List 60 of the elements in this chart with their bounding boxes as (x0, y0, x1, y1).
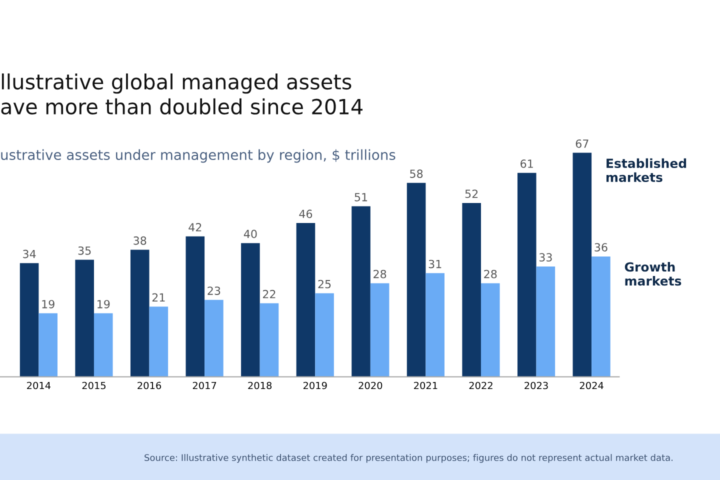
bar (94, 313, 113, 377)
data-label: 21 (152, 293, 165, 302)
bar (370, 283, 390, 377)
bar (149, 306, 168, 377)
data-label: 40 (244, 230, 257, 238)
x-tick-label: 2016 (138, 382, 162, 390)
data-label: 33 (539, 253, 552, 262)
x-tick-label: 2018 (248, 382, 272, 390)
data-label: 58 (410, 170, 423, 178)
data-label: 61 (520, 160, 533, 168)
series-label: Established markets (606, 158, 686, 182)
bar (592, 256, 610, 377)
data-label: 22 (262, 290, 276, 298)
data-label: 28 (484, 270, 497, 278)
bar (536, 266, 556, 377)
bar (75, 260, 94, 377)
chart-subtitle: ustrative assets under management by region, $ trillions (1, 149, 396, 163)
source-note: Source: Illustrative synthetic dataset created for presentation purposes; figures do not represent actual market data. (144, 454, 673, 463)
x-tick-label: 2015 (82, 382, 106, 390)
x-tick-label: 2017 (192, 382, 216, 390)
x-tick-label: 2019 (303, 382, 327, 390)
bar (204, 300, 224, 377)
data-label: 51 (354, 193, 368, 202)
bar (315, 293, 334, 377)
data-label: 23 (208, 286, 220, 295)
bar (241, 243, 260, 377)
data-label: 19 (98, 300, 110, 308)
bar (296, 223, 316, 377)
bar (130, 250, 150, 377)
bar (406, 182, 426, 377)
x-tick-label: 2020 (358, 382, 382, 390)
bar (517, 172, 536, 377)
bar (462, 202, 481, 377)
data-label: 67 (576, 139, 588, 148)
bar (186, 236, 205, 377)
x-tick-label: 2021 (414, 382, 438, 390)
data-label: 31 (428, 260, 442, 268)
data-label: 36 (594, 243, 608, 252)
data-label: 38 (134, 236, 146, 245)
x-tick-label: 2023 (524, 382, 548, 390)
data-label: 25 (318, 280, 331, 288)
series-label: Growth markets (624, 262, 682, 286)
x-tick-label: 2024 (580, 382, 604, 390)
x-tick-label: 2014 (27, 382, 51, 390)
bar (260, 303, 279, 377)
bar (480, 283, 500, 377)
data-label: 28 (374, 270, 386, 278)
chart-title: llustrative global managed assets ave more than doubled since 2014 (1, 73, 363, 114)
data-label: 34 (23, 250, 36, 258)
bar (572, 152, 592, 377)
data-label: 19 (42, 300, 54, 308)
bar (38, 313, 58, 377)
x-tick-label: 2022 (469, 382, 492, 390)
data-label: 46 (299, 210, 312, 218)
data-label: 35 (78, 246, 91, 255)
bar (352, 206, 370, 377)
data-label: 52 (465, 190, 478, 198)
bar (426, 273, 444, 377)
bar (20, 263, 39, 377)
data-label: 42 (188, 223, 202, 232)
